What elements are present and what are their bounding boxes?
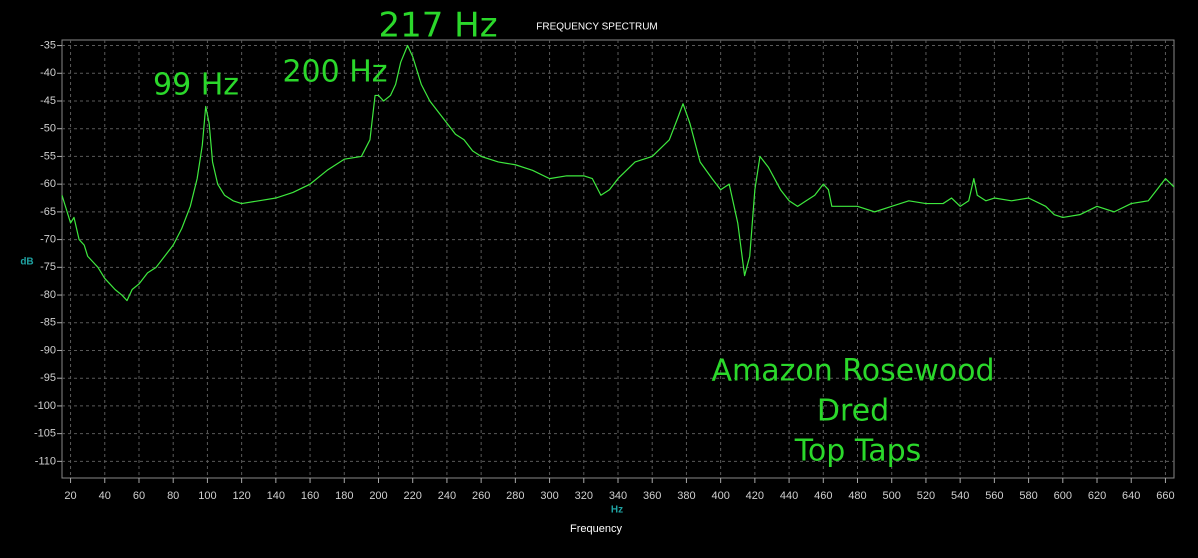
y-tick-label: -80 <box>40 289 56 301</box>
x-tick-label: 60 <box>133 490 145 502</box>
x-tick-label: 140 <box>267 490 285 502</box>
y-tick-label: -95 <box>40 372 56 384</box>
x-tick-label: 520 <box>917 490 935 502</box>
y-tick-label: -85 <box>40 317 56 329</box>
x-tick-label: 300 <box>540 490 558 502</box>
x-tick-label: 360 <box>643 490 661 502</box>
y-tick-label: -70 <box>40 234 56 246</box>
y-tick-label: -55 <box>40 150 56 162</box>
x-tick-label: 500 <box>883 490 901 502</box>
x-tick-label: 40 <box>99 490 111 502</box>
x-tick-label: 160 <box>301 490 319 502</box>
chart-title: FREQUENCY SPECTRUM <box>536 22 658 33</box>
x-unit: Hz <box>611 505 623 516</box>
spectrum-line <box>61 44 1175 302</box>
annotation: Dred <box>817 394 889 429</box>
x-axis-label: Frequency <box>570 523 622 535</box>
x-tick-label: 580 <box>1019 490 1037 502</box>
annotation: 200 Hz <box>282 55 387 90</box>
x-tick-label: 400 <box>711 490 729 502</box>
y-tick-label: -105 <box>34 428 56 440</box>
x-tick-label: 100 <box>198 490 216 502</box>
x-tick-label: 320 <box>575 490 593 502</box>
y-tick-label: -75 <box>40 261 56 273</box>
annotation: 99 Hz <box>153 68 239 103</box>
x-tick-label: 240 <box>438 490 456 502</box>
x-tick-label: 440 <box>780 490 798 502</box>
x-tick-label: 340 <box>609 490 627 502</box>
x-tick-label: 420 <box>746 490 764 502</box>
x-tick-label: 560 <box>985 490 1003 502</box>
x-tick-label: 220 <box>404 490 422 502</box>
x-tick-label: 600 <box>1054 490 1072 502</box>
x-tick-label: 120 <box>232 490 250 502</box>
x-tick-label: 540 <box>951 490 969 502</box>
x-tick-label: 660 <box>1156 490 1174 502</box>
x-tick-label: 180 <box>335 490 353 502</box>
y-tick-label: -110 <box>35 455 56 467</box>
x-tick-label: 460 <box>814 490 832 502</box>
annotation: 217 Hz <box>378 6 497 46</box>
annotation: Amazon Rosewood <box>711 354 994 389</box>
y-tick-label: -50 <box>40 123 56 135</box>
y-tick-label: -40 <box>40 67 56 79</box>
x-tick-label: 480 <box>848 490 866 502</box>
x-tick-label: 20 <box>64 490 76 502</box>
x-tick-label: 280 <box>506 490 524 502</box>
y-unit: dB <box>20 257 33 268</box>
x-tick-label: 380 <box>677 490 695 502</box>
y-tick-label: -100 <box>34 400 56 412</box>
plot-area: -35 -40 -45 -50 -55 -60 -65 -70 -75 -80 -85 -90 -95 -… <box>34 39 1175 501</box>
x-tick-label: 260 <box>472 490 490 502</box>
y-tick-label: -90 <box>40 344 56 356</box>
y-tick-label: -45 <box>40 95 56 107</box>
y-tick-label: -65 <box>40 206 56 218</box>
annotation: Top Taps <box>794 434 922 469</box>
x-tick-label: 640 <box>1122 490 1140 502</box>
y-tick-label: -60 <box>40 178 56 190</box>
y-tick-label: -35 <box>40 39 56 51</box>
x-tick-label: 200 <box>369 490 387 502</box>
x-tick-label: 80 <box>167 490 179 502</box>
x-tick-label: 620 <box>1088 490 1106 502</box>
